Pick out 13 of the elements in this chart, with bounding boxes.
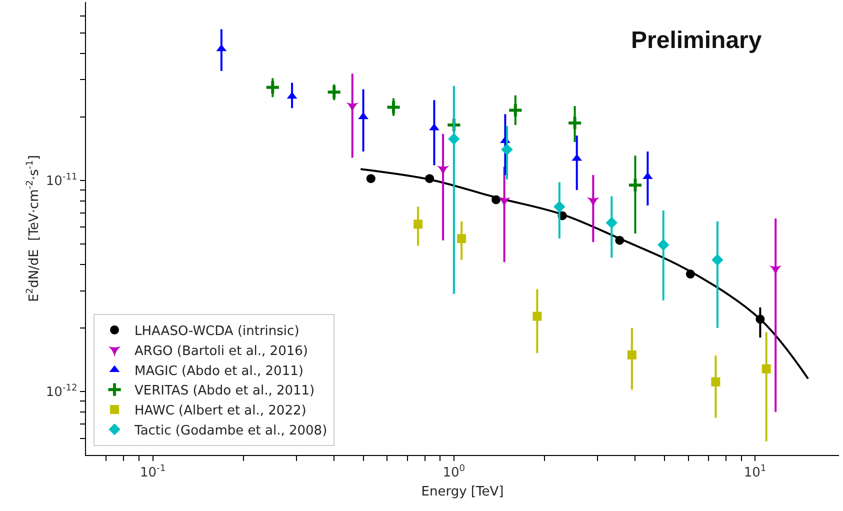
y-tick-label: 10$^{-12}$ — [46, 384, 78, 400]
legend-label: Tactic (Godambe et al., 2008) — [134, 423, 328, 438]
legend-label: VERITAS (Abdo et al., 2011) — [134, 384, 315, 399]
x-tick-label: 10$^{0}$ — [442, 464, 466, 481]
x-tick-label: 10$^{-1}$ — [140, 464, 166, 481]
legend-label: HAWC (Albert et al., 2022) — [134, 404, 306, 419]
legend-label: ARGO (Bartoli et al., 2016) — [134, 344, 308, 359]
y-tick-label: 10$^{-11}$ — [46, 172, 78, 189]
legend-label: LHAASO-WCDA (intrinsic) — [134, 324, 300, 339]
annotation: Preliminary — [631, 27, 762, 54]
x-axis-title: Energy [TeV] — [421, 484, 504, 500]
x-tick-label: 10$^{1}$ — [744, 464, 766, 481]
legend-label: MAGIC (Abdo et al., 2011) — [134, 364, 304, 379]
